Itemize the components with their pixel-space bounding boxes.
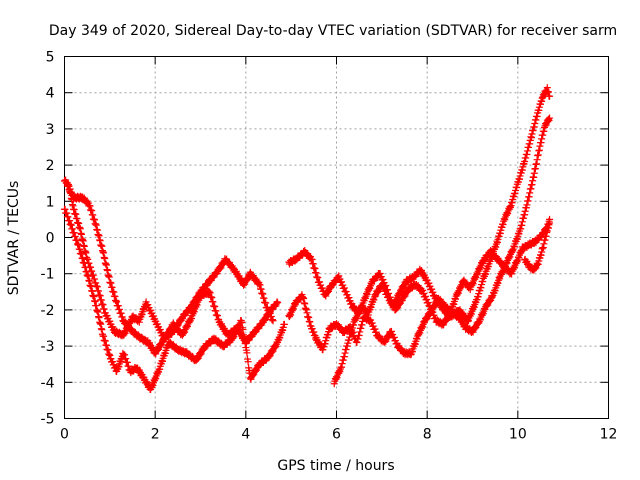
y-tick-label-0: -5: [41, 412, 55, 428]
y-axis-label: SDTVAR / TECUs: [6, 181, 22, 296]
chart-title: Day 349 of 2020, Sidereal Day-to-day VTE…: [49, 23, 617, 39]
x-tick-label-3: 6: [332, 427, 341, 443]
series-track-5: [285, 114, 554, 359]
data-point-track-2-388: [280, 320, 288, 328]
series-track-3: [63, 179, 282, 358]
y-tick-label-9: 4: [46, 86, 55, 102]
y-tick-label-6: 1: [46, 194, 55, 210]
data-point-track-2-324: [244, 358, 252, 366]
x-tick-label-4: 8: [423, 427, 432, 443]
y-tick-label-2: -3: [41, 339, 55, 355]
data-point-track-7-44: [546, 219, 554, 227]
y-tick-label-4: -1: [41, 267, 55, 283]
data-markers: [61, 84, 554, 394]
series-track-7: [521, 219, 554, 274]
y-tick-label-8: 3: [46, 122, 55, 138]
y-tick-label-1: -4: [41, 375, 55, 391]
data-point-track-1-368: [269, 317, 277, 325]
data-point-track-2-322: [243, 349, 251, 357]
x-tick-label-6: 12: [600, 427, 618, 443]
y-tick-label-7: 2: [46, 158, 55, 174]
series-track-1: [61, 176, 277, 343]
data-point-track-3-372: [274, 299, 282, 307]
series-track-6: [330, 215, 554, 388]
data-point-track-4-460: [546, 92, 554, 100]
grid: [64, 56, 609, 419]
x-tick-label-1: 2: [151, 427, 160, 443]
x-tick-label-5: 10: [509, 427, 527, 443]
y-tick-label-10: 5: [46, 50, 55, 66]
x-axis-label: GPS time / hours: [277, 458, 394, 474]
y-tick-label-3: -2: [41, 303, 55, 319]
axis-ticks: [64, 56, 609, 419]
x-tick-label-0: 0: [60, 427, 69, 443]
x-tick-label-2: 4: [241, 427, 250, 443]
data-point-track-5-460: [546, 114, 554, 122]
y-tick-label-5: 0: [46, 231, 55, 247]
